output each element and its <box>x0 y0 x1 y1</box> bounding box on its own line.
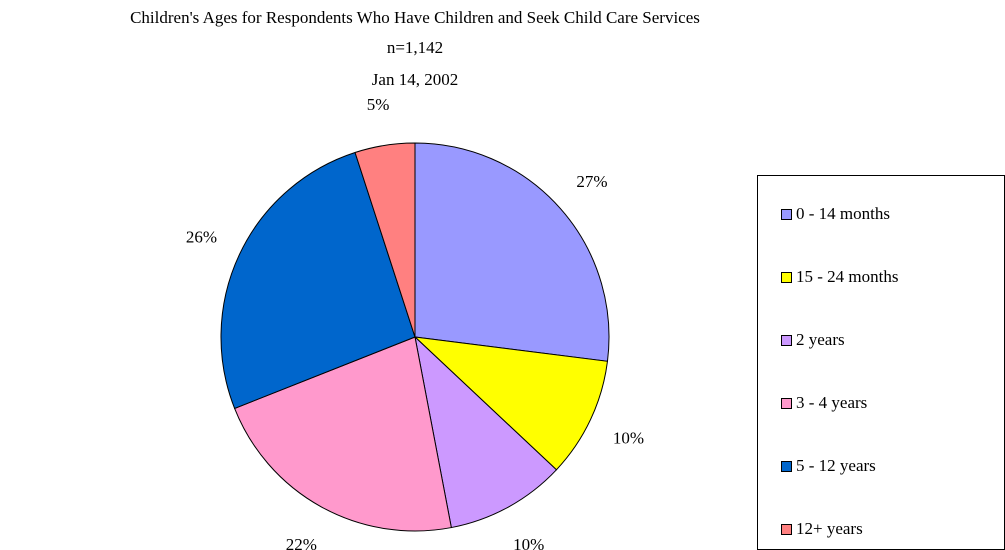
legend-label: 2 years <box>796 330 845 349</box>
pie-slice-0-14-months <box>414 142 610 362</box>
chart-subtitle-date: Jan 14, 2002 <box>371 70 459 89</box>
legend-label: 3 - 4 years <box>796 393 868 412</box>
slice-value-label: 22% <box>286 535 317 550</box>
slice-value-label: 10% <box>613 429 644 448</box>
slice-value-label: 5% <box>367 95 390 114</box>
pie-slice-3-4-years <box>233 336 452 532</box>
legend-item: 5 - 12 years <box>781 455 876 477</box>
slice-value-label: 26% <box>186 228 217 247</box>
pie-slice-2-years <box>414 335 558 529</box>
legend-item: 15 - 24 months <box>781 266 898 288</box>
legend-label: 15 - 24 months <box>796 267 899 286</box>
legend-item: 2 years <box>781 329 845 351</box>
pie-slice-5-12-years <box>220 151 416 410</box>
slice-value-label: 10% <box>513 535 544 550</box>
legend-swatch <box>781 460 792 472</box>
legend-swatch <box>781 334 792 346</box>
chart-subtitle-sample-size: n=1,142 <box>386 38 444 57</box>
slice-value-label: 27% <box>576 172 607 191</box>
pie-slice-12-years <box>354 142 416 338</box>
legend-swatch <box>781 271 792 283</box>
legend-label: 5 - 12 years <box>796 456 876 475</box>
legend-swatch <box>781 208 792 220</box>
pie-slice-15-24-months <box>413 336 609 471</box>
legend-swatch <box>781 397 792 409</box>
legend-item: 12+ years <box>781 518 863 540</box>
legend-label: 0 - 14 months <box>796 204 890 223</box>
chart-title: Children's Ages for Respondents Who Have… <box>130 8 700 27</box>
legend-swatch <box>781 523 792 535</box>
legend-item: 3 - 4 years <box>781 392 867 414</box>
chart-legend: 0 - 14 months 15 - 24 months 2 years 3 -… <box>757 175 1005 550</box>
legend-label: 12+ years <box>796 519 863 538</box>
legend-item: 0 - 14 months <box>781 203 890 225</box>
